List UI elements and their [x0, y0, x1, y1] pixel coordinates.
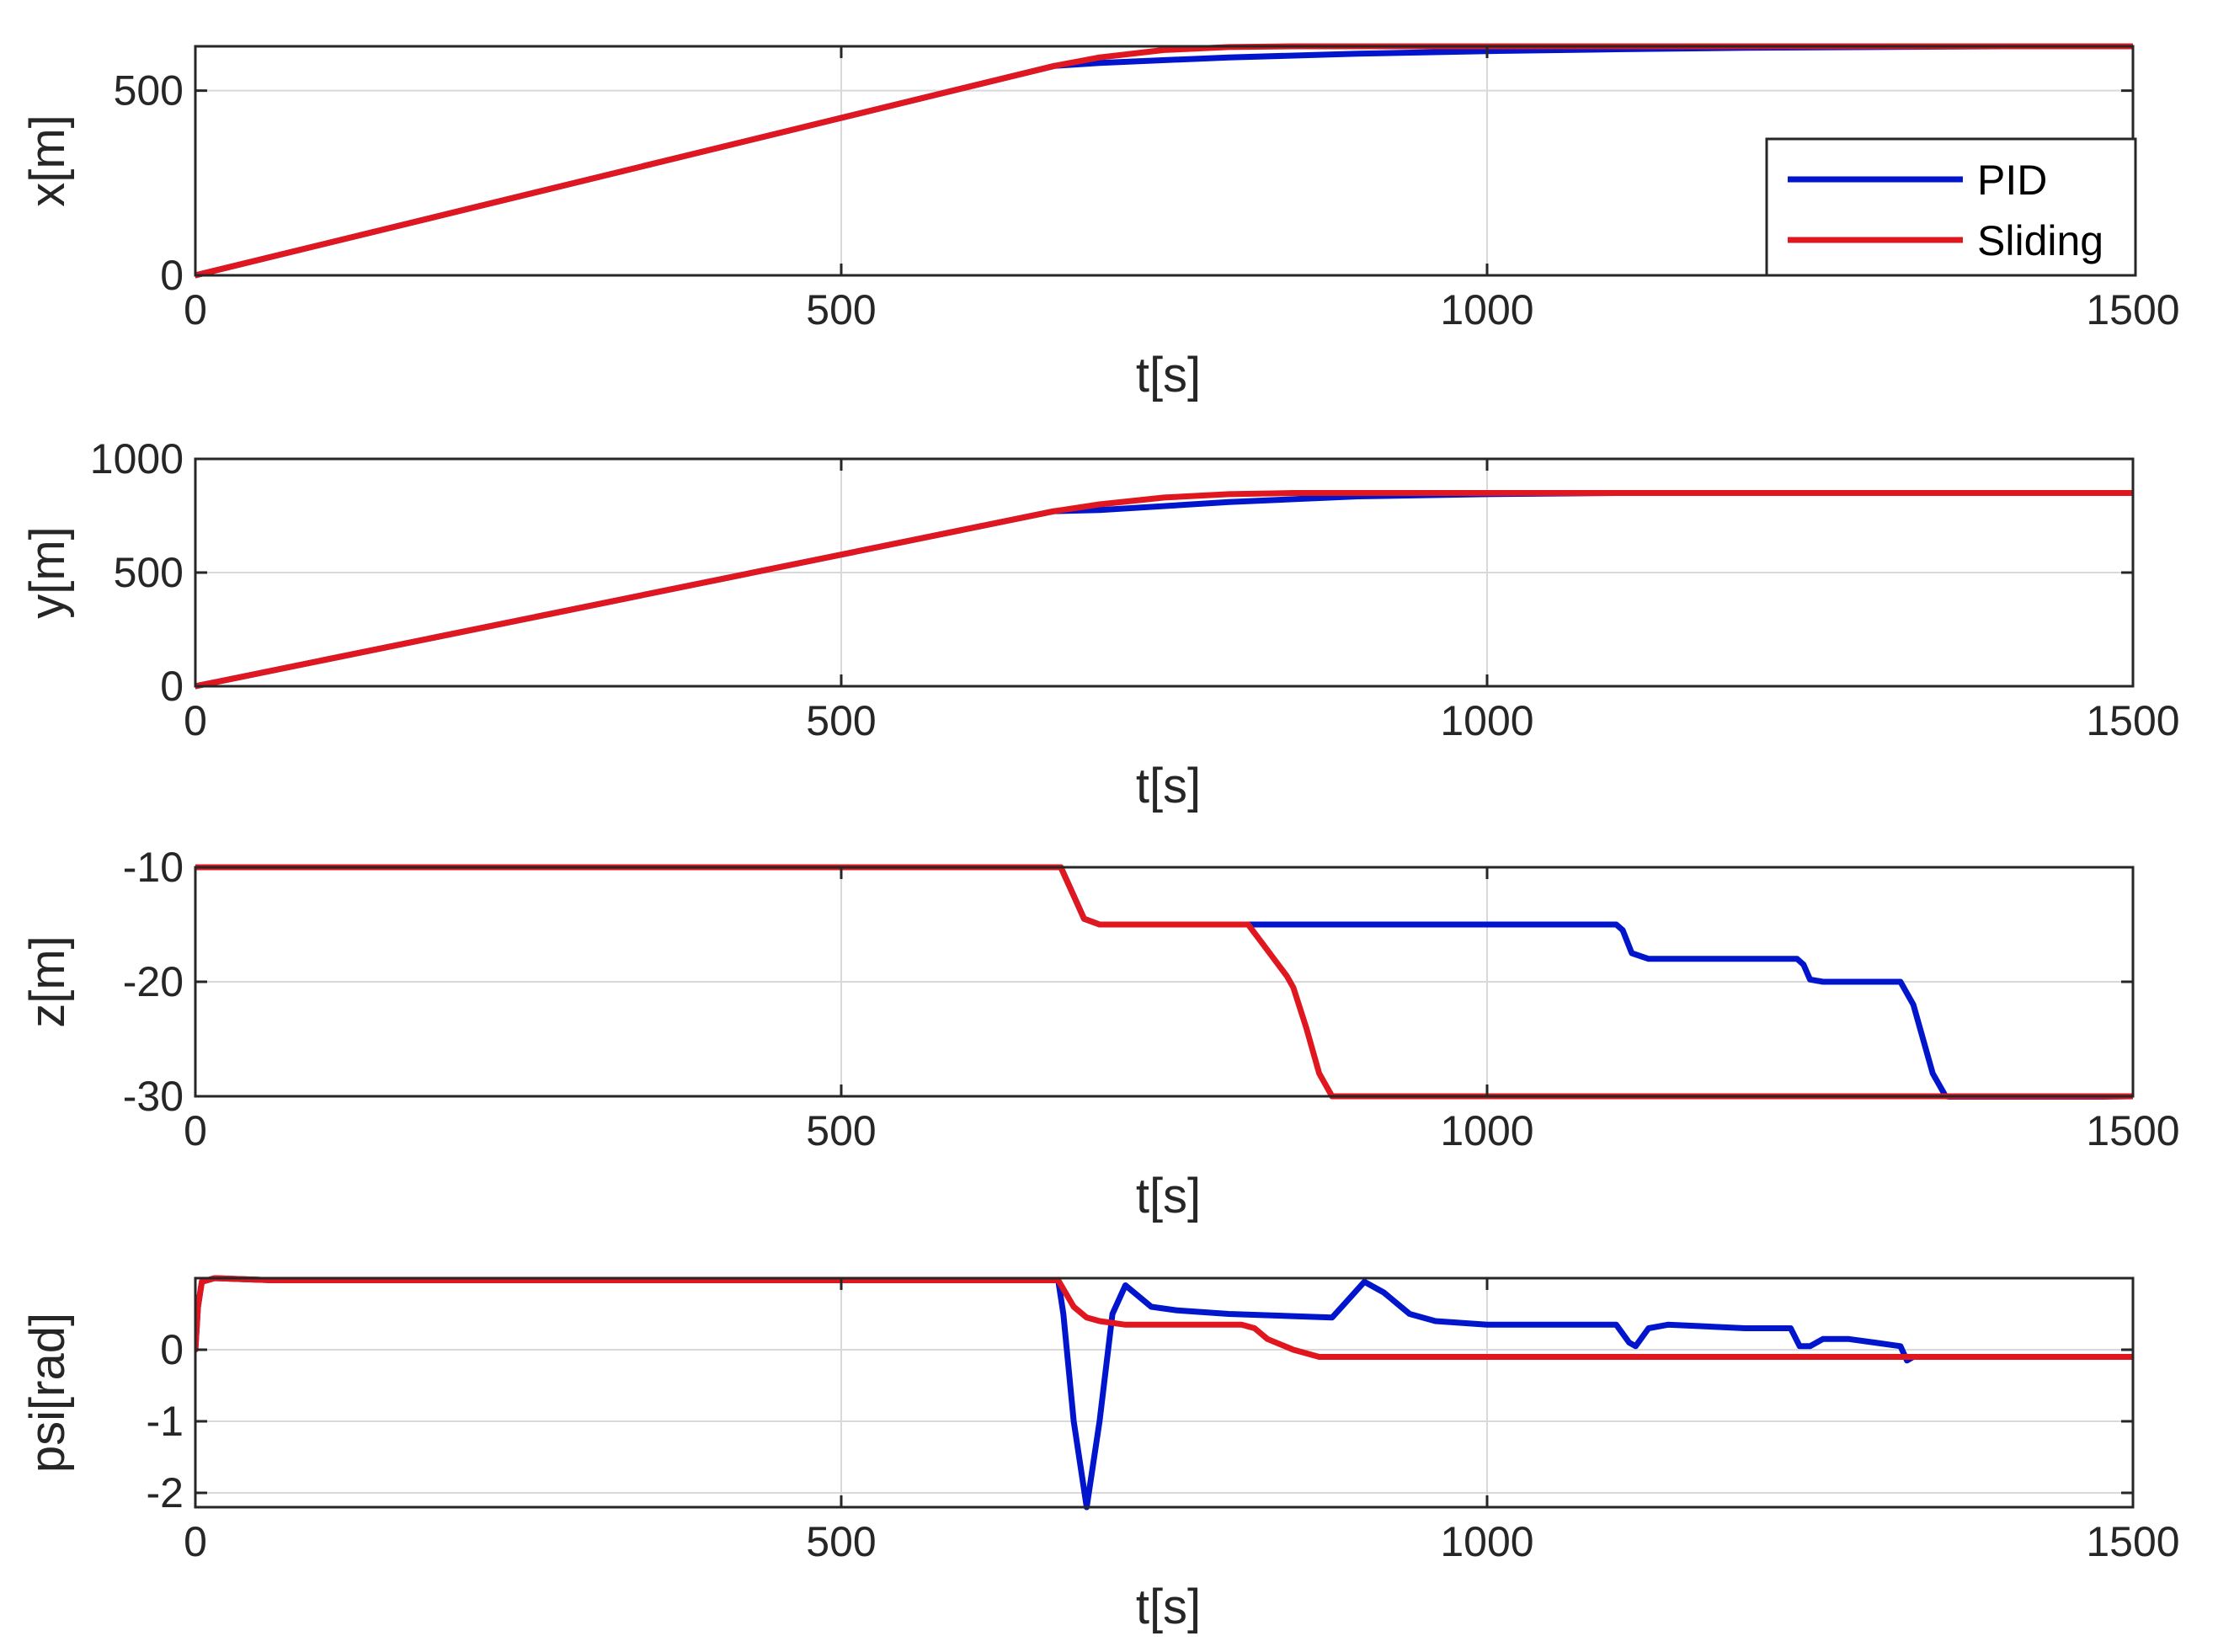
series-line-sliding	[195, 490, 2133, 690]
x-tick-label: 500	[806, 1107, 876, 1154]
legend-box	[1765, 137, 2137, 277]
subplot-2: 0 500 1000 1500 0 500 1000 t[s] y[m]	[20, 435, 2180, 813]
y-tick-label: 0	[160, 252, 184, 299]
y-axis-label: y[m]	[20, 526, 75, 619]
x-axis-label: t[s]	[1136, 348, 1201, 402]
x-tick-label: 0	[184, 697, 207, 744]
x-tick-label: 500	[806, 286, 876, 333]
y-tick-label: 0	[160, 663, 184, 710]
y-tick-label: -1	[147, 1398, 184, 1445]
y-axis-label: x[m]	[20, 115, 75, 207]
x-tick-label: 1000	[1440, 697, 1533, 744]
series-line-sliding	[195, 864, 2133, 1100]
x-tick-label: 1500	[2086, 1107, 2179, 1154]
x-axis-label: t[s]	[1136, 759, 1201, 813]
subplot-4: 0 500 1000 1500 0 -1 -2 t[s] psi[rad]	[20, 1275, 2180, 1634]
axes-frame	[194, 1276, 2135, 1509]
y-tick-label: -20	[123, 958, 184, 1005]
plot-area	[195, 1278, 2133, 1507]
y-tick-label: -30	[123, 1073, 184, 1120]
x-tick-label: 500	[806, 1518, 876, 1565]
y-tick-label: -10	[123, 844, 184, 891]
x-tick-label: 0	[184, 1107, 207, 1154]
legend: PID Sliding	[1765, 137, 2137, 277]
subplot-3: 0 500 1000 1500 -10 -20 -30 t[s] z[m]	[20, 844, 2180, 1223]
y-tick-label: 1000	[90, 435, 184, 482]
x-tick-label: 500	[806, 697, 876, 744]
y-axis-label: z[m]	[20, 935, 75, 1028]
y-tick-label: 500	[114, 549, 184, 596]
x-axis-label: t[s]	[1136, 1580, 1201, 1634]
x-tick-label: 1000	[1440, 1518, 1533, 1565]
y-tick-label: -2	[147, 1469, 184, 1516]
y-tick-label: 0	[160, 1326, 184, 1373]
y-axis-label: psi[rad]	[20, 1313, 75, 1473]
x-tick-label: 1500	[2086, 697, 2179, 744]
x-tick-label: 0	[184, 286, 207, 333]
series-line-pid	[195, 1275, 2133, 1511]
x-tick-label: 1500	[2086, 1518, 2179, 1565]
legend-label-pid: PID	[1977, 157, 2047, 204]
y-tick-label: 500	[114, 67, 184, 115]
legend-label-sliding: Sliding	[1977, 217, 2103, 264]
x-axis-label: t[s]	[1136, 1169, 1201, 1223]
x-tick-label: 1000	[1440, 1107, 1533, 1154]
x-tick-label: 0	[184, 1518, 207, 1565]
x-tick-label: 1500	[2086, 286, 2179, 333]
x-tick-label: 1000	[1440, 286, 1533, 333]
subplot-1: 0 500 1000 1500 0 500 t[s] x[m] PID Sliding	[20, 43, 2180, 402]
